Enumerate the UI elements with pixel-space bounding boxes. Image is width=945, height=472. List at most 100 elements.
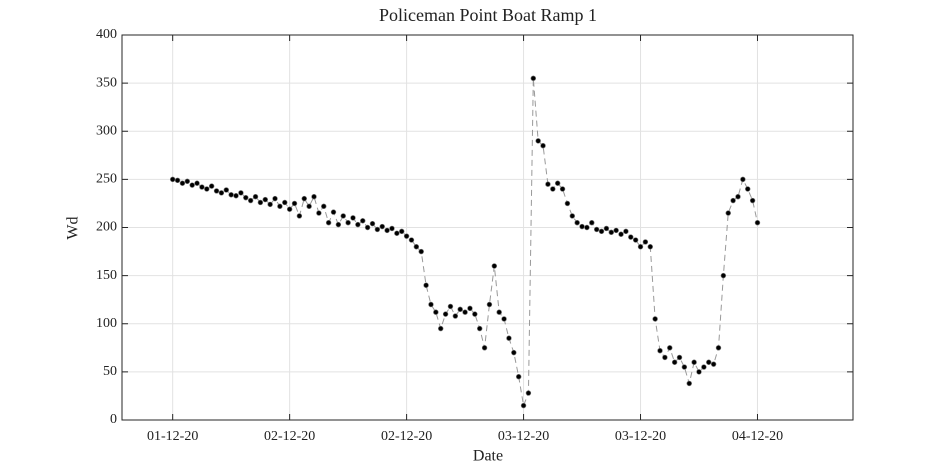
data-point — [740, 176, 746, 183]
data-point — [598, 228, 605, 235]
data-point — [472, 311, 478, 317]
data-point — [511, 349, 517, 356]
data-point — [428, 301, 434, 308]
data-point — [340, 213, 346, 219]
data-point — [208, 183, 215, 189]
data-point — [569, 213, 575, 219]
data-point — [477, 325, 483, 332]
data-point — [637, 244, 644, 250]
data-point — [559, 186, 566, 192]
data-point — [399, 228, 405, 235]
data-point — [325, 219, 332, 226]
data-point — [486, 301, 493, 308]
data-point — [730, 197, 736, 204]
data-point — [355, 221, 361, 228]
data-point — [467, 305, 473, 312]
data-point — [389, 225, 395, 232]
data-point — [735, 194, 741, 200]
data-point — [345, 219, 351, 226]
data-point — [179, 180, 186, 186]
data-point — [384, 227, 390, 234]
data-point — [457, 306, 463, 313]
data-point — [257, 199, 264, 206]
data-point — [233, 193, 239, 199]
data-point — [291, 200, 298, 207]
data-point — [579, 223, 585, 230]
data-point — [506, 335, 512, 341]
data-point — [194, 180, 200, 186]
data-point — [262, 196, 268, 203]
data-point — [584, 224, 590, 231]
x-tick-label: 03-12-20 — [498, 429, 549, 444]
data-point — [413, 244, 420, 250]
data-point — [525, 390, 532, 396]
data-point — [301, 195, 307, 202]
x-tick-label: 03-12-20 — [615, 429, 666, 444]
data-point — [418, 248, 424, 255]
x-tick-label: 04-12-20 — [732, 429, 783, 444]
data-point — [267, 201, 273, 208]
data-point — [671, 359, 678, 365]
data-point — [745, 186, 751, 192]
data-point — [447, 303, 454, 310]
data-point — [364, 224, 371, 231]
data-point — [608, 229, 614, 236]
data-point — [623, 228, 629, 235]
data-point — [438, 325, 444, 332]
data-point — [710, 361, 717, 367]
y-tick-label: 50 — [103, 364, 117, 379]
data-point — [379, 223, 385, 230]
y-axis-label: Wd — [65, 216, 82, 239]
data-point — [550, 186, 556, 192]
data-point — [394, 230, 400, 236]
plot-frame — [121, 34, 854, 421]
data-point — [330, 209, 337, 215]
data-point — [754, 219, 761, 226]
y-tick-label: 200 — [96, 220, 117, 235]
data-point — [238, 190, 244, 196]
data-point — [696, 369, 702, 375]
y-tick-label: 300 — [96, 123, 117, 138]
data-point — [306, 203, 312, 210]
data-point — [613, 227, 619, 234]
data-point — [706, 359, 712, 365]
data-point — [496, 309, 502, 315]
data-point — [701, 364, 707, 370]
data-point — [589, 219, 595, 226]
data-point — [462, 309, 468, 315]
data-point — [403, 233, 410, 239]
data-point — [247, 197, 254, 204]
chart-title: Policeman Point Boat Ramp 1 — [379, 5, 597, 25]
y-tick-label: 150 — [96, 268, 117, 283]
data-point — [691, 359, 697, 365]
data-point — [452, 313, 459, 319]
data-point — [423, 282, 429, 288]
data-point — [374, 226, 381, 233]
y-tick-label: 100 — [96, 316, 117, 331]
data-point — [481, 345, 488, 351]
data-point — [213, 188, 220, 194]
data-point — [433, 309, 439, 315]
x-axis-label: Date — [473, 448, 503, 465]
data-point — [603, 225, 610, 232]
data-point — [520, 402, 527, 409]
data-point — [350, 215, 356, 221]
data-point — [252, 194, 259, 200]
y-tick-label: 350 — [96, 75, 117, 90]
data-point — [369, 220, 376, 227]
data-point — [530, 75, 537, 82]
data-point — [491, 263, 498, 269]
data-point — [321, 203, 327, 210]
data-point — [286, 206, 293, 212]
data-point — [725, 210, 731, 216]
y-tick-label: 400 — [96, 27, 117, 42]
data-point — [296, 213, 303, 219]
data-point — [501, 316, 507, 322]
data-point — [218, 190, 225, 196]
data-point — [408, 237, 415, 243]
data-point — [535, 138, 541, 144]
data-point — [545, 181, 551, 187]
data-point — [676, 354, 683, 361]
data-point — [189, 182, 195, 188]
data-point — [174, 177, 181, 184]
